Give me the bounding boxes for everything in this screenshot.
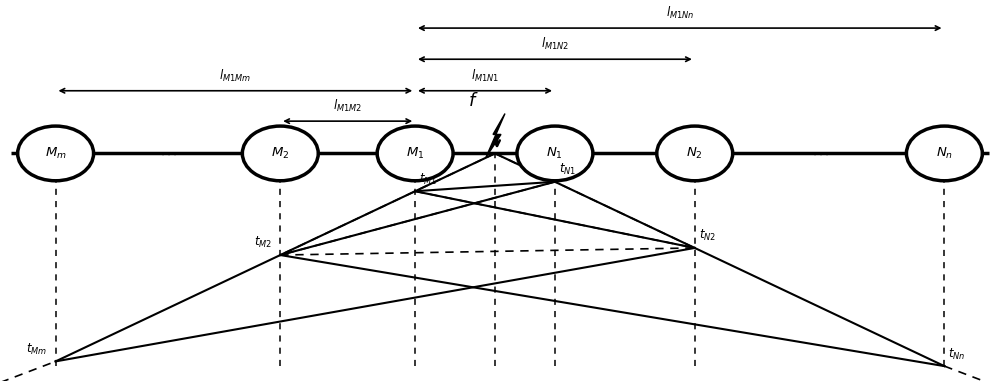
Text: $l_{M1N1}$: $l_{M1N1}$ — [471, 68, 499, 84]
Text: $N_1$: $N_1$ — [546, 146, 563, 161]
Text: $t_{M2}$: $t_{M2}$ — [254, 235, 272, 251]
Text: $M_m$: $M_m$ — [45, 146, 67, 161]
Ellipse shape — [377, 126, 453, 181]
Text: $\cdots$: $\cdots$ — [811, 144, 829, 162]
Polygon shape — [486, 113, 505, 157]
Text: $t_{N2}$: $t_{N2}$ — [699, 228, 716, 243]
Text: $N_n$: $N_n$ — [936, 146, 953, 161]
Text: $l_{M1Nn}$: $l_{M1Nn}$ — [666, 5, 694, 21]
Text: $t_{Nn}$: $t_{Nn}$ — [948, 346, 966, 361]
Text: $l_{M1Mm}$: $l_{M1Mm}$ — [219, 68, 251, 84]
Text: $t_{M1}$: $t_{M1}$ — [419, 172, 437, 187]
Text: $l_{M1N2}$: $l_{M1N2}$ — [541, 36, 569, 52]
Text: $l_{M1M2}$: $l_{M1M2}$ — [333, 98, 362, 114]
Text: $f$: $f$ — [468, 92, 478, 110]
Text: $t_{Mm}$: $t_{Mm}$ — [26, 342, 48, 357]
Text: $N_2$: $N_2$ — [686, 146, 703, 161]
Text: $M_1$: $M_1$ — [406, 146, 424, 161]
Ellipse shape — [657, 126, 733, 181]
Text: $M_2$: $M_2$ — [271, 146, 289, 161]
Ellipse shape — [906, 126, 982, 181]
Ellipse shape — [517, 126, 593, 181]
Ellipse shape — [242, 126, 318, 181]
Ellipse shape — [18, 126, 94, 181]
Text: $\cdots$: $\cdots$ — [159, 144, 177, 162]
Text: $t_{N1}$: $t_{N1}$ — [559, 162, 576, 177]
